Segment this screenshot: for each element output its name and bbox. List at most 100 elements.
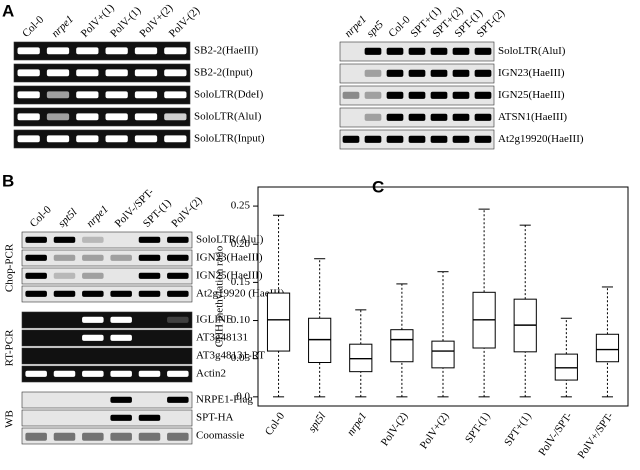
x-tick-label: spt5l [306,410,328,434]
gel-band [76,113,99,121]
group-label: RT-PCR [4,329,16,367]
gel-band [408,91,426,99]
gel-band [110,414,132,421]
row-label: IGN23(HaeIII) [498,67,565,79]
gel-band [138,370,161,377]
gel-band [164,135,187,143]
gel-band [430,135,448,143]
gel-band [474,91,492,99]
gel-strip [13,129,191,149]
gel-band [167,432,189,441]
gel-strip [13,41,191,61]
gel-band [82,370,104,377]
gel-strip [21,347,193,365]
x-tick-label: PolV+/SPT- [575,410,616,461]
gel-band [167,254,189,261]
gel-band [17,113,40,121]
gel-strip [13,107,191,127]
gel-band [164,47,187,55]
gel-band [110,396,132,403]
lane-label: Col-0 [20,13,47,40]
gel-band [105,135,128,143]
gel-band [138,414,161,421]
gel-band [386,113,404,121]
row-label: AT3g48131 [196,332,248,344]
gel-band [76,69,99,77]
gel-band [474,47,492,55]
gel-strip [21,329,193,347]
row-label: SPT-HA [196,412,234,424]
gel-band [46,69,70,77]
box [554,353,578,381]
gel-band [167,396,189,403]
row-label: SoloLTR(DdeI) [194,89,264,101]
y-tick-label: 0.0 [236,390,250,402]
gel-band [430,91,448,99]
gel-band [82,272,104,279]
gel-band [474,113,492,121]
gel-band [408,47,426,55]
gel-band [76,91,99,99]
gel-band [138,236,161,243]
box [266,292,291,352]
gel-band [17,47,40,55]
gel-band [110,316,132,323]
gel-band [82,316,104,323]
group-label: WB [4,410,16,428]
gel-strip [21,249,193,267]
gel-band [364,91,382,99]
y-tick-label: 0.05 [231,352,251,364]
gel-band [76,47,99,55]
row-label: NRPE1-Flag [196,394,253,406]
gel-band [17,135,40,143]
lane-label: nrpe1 [84,203,111,230]
gel-band [408,135,426,143]
gel-band [474,69,492,77]
gel-band [164,69,187,77]
box [349,343,373,373]
gel-band [53,290,76,297]
gel-band [25,272,47,279]
gel-strip [21,365,193,383]
x-tick-label: PolV-(2) [379,410,411,448]
gel-band [110,254,132,261]
lane-label: PolV-(2) [169,194,205,230]
gel-band [82,432,104,441]
gel-band [46,91,70,99]
gel-band [386,69,404,77]
lane-label: nrpe1 [49,13,76,40]
box [390,329,414,363]
gel-band [452,69,470,77]
gel-band [105,69,128,77]
gel-band [167,290,189,297]
gel-band [167,316,189,323]
gel-band [82,236,104,243]
row-label: IGN25(HaeIII) [196,270,263,282]
gel-band [452,135,470,143]
row-label: SB2-2(HaeIII) [194,45,258,57]
row-label: Coomassie [196,430,244,442]
gel-band [46,113,70,121]
gel-band [76,135,99,143]
gel-band [167,236,189,243]
gel-band [25,236,47,243]
gel-strip [21,427,193,445]
row-label: SoloLTR(Input) [194,133,265,145]
row-label: SB2-2(Input) [194,67,253,79]
row-label: SoloLTR(AluI) [194,111,262,123]
gel-band [25,254,47,261]
gel-band [105,91,128,99]
gel-band [53,254,76,261]
x-tick-label: SPT+(1) [502,410,534,448]
gel-band [110,370,132,377]
row-label: SoloLTR(AluI) [498,45,566,57]
row-label: ATSN1(HaeIII) [498,111,567,123]
gel-band [82,254,104,261]
gel-band [46,47,70,55]
x-tick-label: PolV+(2) [418,410,452,451]
lane-label: Col-0 [28,203,55,230]
gel-band [110,334,132,341]
gel-band [25,432,47,441]
row-label: At2g19920(HaeIII) [498,133,584,145]
